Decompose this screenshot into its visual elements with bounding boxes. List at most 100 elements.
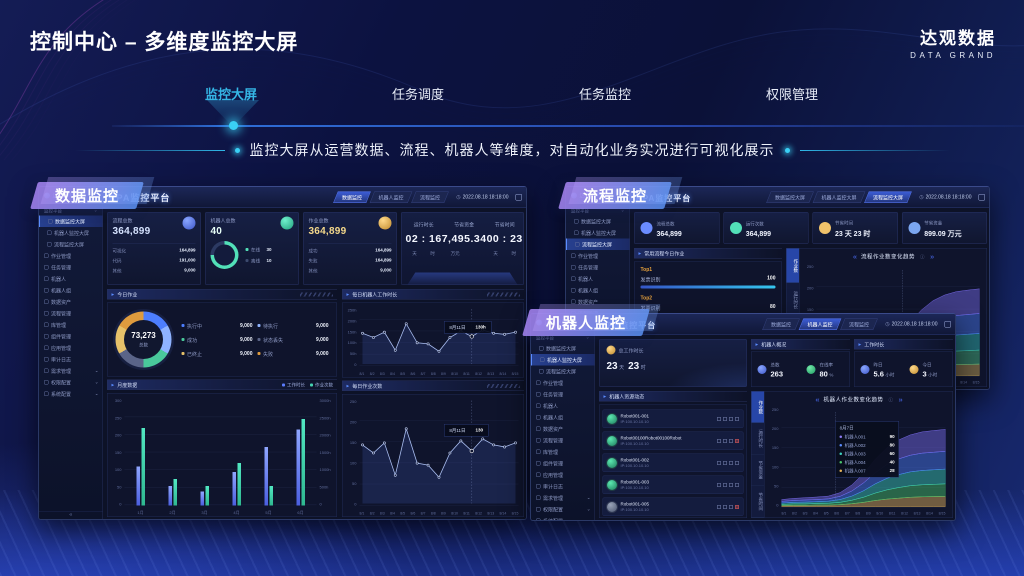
sidebar-item[interactable]: 数据资产 [39,296,103,308]
sidebar-item[interactable]: 作业管理 [566,250,630,262]
fullscreen-icon[interactable] [944,321,951,328]
chart-tooltip: 8月7日 机器人001 90 [835,420,900,478]
sidebar-item[interactable]: 任务管理 [39,262,103,274]
dashboard-tab[interactable]: 流程监控 [410,191,449,203]
sidebar-item[interactable]: 流程监控大屏 [531,366,595,378]
power-icon[interactable] [735,416,739,421]
sidebar-item[interactable]: 需求管理 [531,492,595,504]
dashboard-tab[interactable]: 流程监控 [839,318,878,330]
menu-icon [571,253,576,258]
wifi-icon[interactable] [729,438,733,443]
sidebar-item[interactable]: 数据资产 [531,423,595,435]
chart-side-tab[interactable]: 作业数 [751,391,764,423]
robot-list-item[interactable]: Robot001-005 IP:100.10.10.10 [602,497,744,516]
nav-tab[interactable]: 权限管理 [765,87,818,102]
wifi-icon[interactable] [729,416,733,421]
sidebar-item[interactable]: 机器人组 [39,285,103,297]
tooltip-row: 机器人001 90 [839,433,895,440]
sidebar-item[interactable]: 机器人 [39,273,103,285]
chart-side-tab[interactable]: 运行时长 [751,423,764,455]
nav-tab[interactable]: 监控大屏 [205,87,258,102]
wifi-icon[interactable] [729,504,733,509]
section-arrow-icon [347,383,350,389]
desktop-icon[interactable] [717,438,721,443]
robot-avatar-icon [607,435,617,446]
desktop-icon[interactable] [717,482,721,487]
sidebar-item[interactable]: 机器人组 [531,412,595,424]
description-row: 监控大屏从运营数据、流程、机器人等维度，对自动化业务实况进行可视化展示 [0,140,1024,160]
sidebar-item[interactable]: 需求管理 [39,365,103,377]
sidebar-item[interactable]: 权限配置 [531,504,595,516]
info-icon [920,253,925,260]
sidebar-item[interactable]: 组件管理 [531,458,595,470]
sidebar-item[interactable]: 库管理 [39,319,103,331]
dashboard-tab[interactable]: 流程监控大屏 [863,191,912,203]
chevron-left-icon [853,252,856,261]
nav-tab[interactable]: 任务调度 [391,87,444,102]
sidebar-item[interactable]: 应用管理 [531,469,595,481]
sidebar-item[interactable]: 审计日志 [531,481,595,493]
sidebar-item[interactable]: 机器人监控大屏 [39,227,103,239]
collapse-sidebar-icon[interactable] [39,511,103,519]
sidebar-item[interactable]: 任务管理 [566,262,630,274]
dashboard-tab[interactable]: 数据监控 [332,191,371,203]
robot-list-item[interactable]: Robot00100Robot00100Robot IP:100.10.10.1… [602,431,744,450]
fullscreen-icon[interactable] [515,194,522,201]
nav-tab[interactable]: 任务监控 [578,87,631,102]
sidebar-item[interactable]: 审计日志 [39,354,103,366]
sidebar-item[interactable]: 流程管理 [39,308,103,320]
terminal-icon[interactable] [723,504,727,509]
sidebar-item[interactable]: 作业管理 [39,250,103,262]
sidebar-item[interactable]: 作业管理 [531,377,595,389]
power-icon[interactable] [735,460,739,465]
robot-list-item[interactable]: Robot001-001 IP:100.10.10.10 [602,409,744,428]
desktop-icon[interactable] [717,504,721,509]
sidebar-item[interactable]: 机器人监控大屏 [531,354,595,366]
sidebar-item[interactable]: 机器人组 [566,285,630,297]
fullscreen-icon[interactable] [978,194,985,201]
power-icon[interactable] [735,504,739,509]
desktop-icon[interactable] [717,416,721,421]
terminal-icon[interactable] [723,438,727,443]
sidebar-item[interactable]: 数据监控大屏 [39,215,103,227]
menu-icon [44,334,49,339]
desktop-icon[interactable] [717,460,721,465]
sidebar-item[interactable]: 库管理 [531,446,595,458]
sidebar-item[interactable]: 数据监控大屏 [531,343,595,355]
sidebar-item[interactable]: 流程管理 [531,435,595,447]
sidebar-item[interactable]: 系统配置 [39,388,103,400]
power-icon[interactable] [735,438,739,443]
sidebar-item[interactable]: 组件管理 [39,331,103,343]
dashboard-tab[interactable]: 机器人监控 [798,318,842,330]
robot-list-item[interactable]: Robot001-002 IP:100.10.10.10 [602,453,744,472]
sidebar-item[interactable]: 数据监控大屏 [566,216,630,228]
sidebar-item[interactable]: 系统配置 [531,515,595,520]
tooltip-row: 机器人004 40 [839,459,895,466]
brand-subtitle: DATA GRAND [910,51,996,60]
dashboard-tab[interactable]: 机器人监控 [369,191,413,203]
label-process-monitor: 流程监控 [558,182,672,209]
power-icon[interactable] [735,482,739,487]
sidebar-item[interactable]: 机器人监控大屏 [566,227,630,239]
wifi-icon[interactable] [729,460,733,465]
sidebar-item[interactable]: 流程监控大屏 [566,238,630,250]
chart-side-tab[interactable]: 节省资金 [751,454,764,486]
dashboard-tab[interactable]: 机器人监控大屏 [812,191,866,203]
sidebar-item[interactable]: 任务管理 [531,389,595,401]
chart-side-tab[interactable]: 作业数 [786,248,799,283]
terminal-icon[interactable] [723,460,727,465]
chart-side-tab[interactable]: 节省时间 [751,486,764,518]
sidebar-item[interactable]: 应用管理 [39,342,103,354]
terminal-icon[interactable] [723,482,727,487]
sidebar-item[interactable]: 机器人 [531,400,595,412]
dashboard-tab[interactable]: 数据监控大屏 [765,191,814,203]
sidebar-item[interactable]: 权限配置 [39,377,103,389]
dashboard-tab[interactable]: 数据监控 [761,318,800,330]
sidebar-item[interactable]: 流程监控大屏 [39,239,103,251]
robot-list-item[interactable]: Robot001-003 IP:100.10.10.10 [602,475,744,494]
sidebar-item[interactable]: 机器人 [566,273,630,285]
bar [237,463,241,506]
wifi-icon[interactable] [729,482,733,487]
terminal-icon[interactable] [723,416,727,421]
